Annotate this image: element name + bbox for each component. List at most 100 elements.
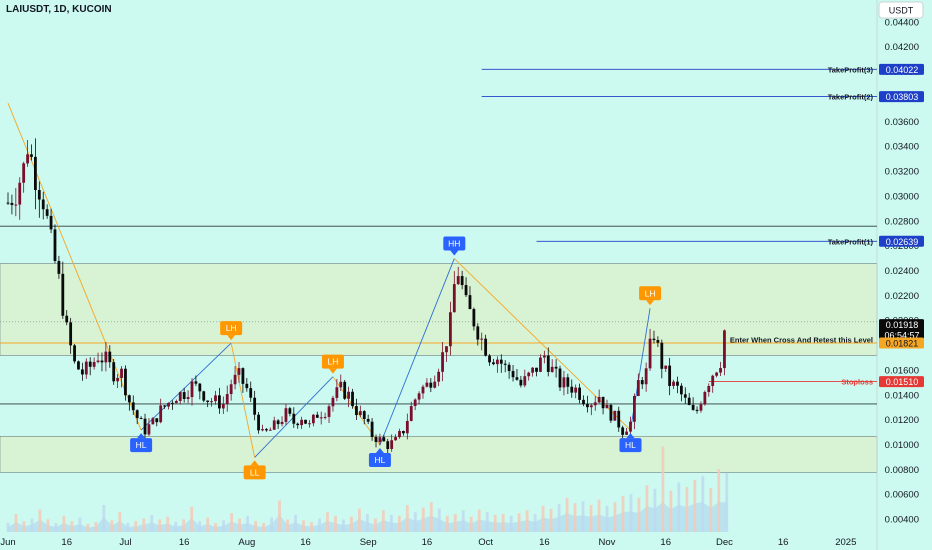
candle-body <box>210 401 213 403</box>
structure-label-text: LH <box>645 288 656 298</box>
volume-bar <box>86 523 90 532</box>
candle-body <box>683 394 687 398</box>
volume-bar <box>437 508 441 532</box>
candle-body <box>65 315 69 323</box>
y-tick-label: 0.04200 <box>885 42 919 53</box>
volume-bar <box>709 487 713 532</box>
entry-price-pill-box <box>879 337 924 349</box>
volume-bar <box>397 515 401 532</box>
candle-body <box>221 403 225 409</box>
zone-box <box>0 263 878 356</box>
structure-label-pointer <box>626 433 635 439</box>
y-tick-label: 0.00600 <box>885 490 919 501</box>
volume-bar <box>94 522 98 532</box>
candle-body <box>96 360 100 363</box>
volume-bar <box>78 517 82 532</box>
entry-level-label: Enter When Cross And Retest this Level <box>730 335 873 344</box>
y-tick-label: 0.03200 <box>885 167 919 178</box>
volume-bar <box>653 488 657 532</box>
volume-bar <box>389 514 393 532</box>
candle-body <box>417 393 421 400</box>
candle-body <box>668 365 672 386</box>
last-price-pill-countdown: 06:54:57 <box>884 331 919 341</box>
candle-body <box>495 359 499 365</box>
candle-body <box>37 190 41 200</box>
candle-body <box>574 387 578 393</box>
volume-bar <box>150 514 154 532</box>
volume-bar <box>6 523 10 532</box>
y-tick-label: 0.00400 <box>885 515 919 526</box>
y-tick-label: 0.02800 <box>885 216 919 227</box>
candle-body <box>621 427 625 435</box>
volume-bar <box>22 521 26 532</box>
take-profit-price-pill-box <box>879 235 924 247</box>
currency-button[interactable] <box>878 1 924 19</box>
structure-trend-line <box>7 102 142 431</box>
candle-body <box>445 346 448 353</box>
candle-body <box>319 417 323 419</box>
candle-body <box>116 377 120 382</box>
candle-body <box>390 440 394 450</box>
candle-body <box>155 418 159 423</box>
volume-bar <box>70 521 74 532</box>
candle-body <box>546 355 550 372</box>
take-profit-price-pill-text: 0.02639 <box>886 237 919 247</box>
stoploss-label: Stoploss <box>841 378 873 387</box>
x-tick-label: 16 <box>179 537 190 548</box>
candle-body <box>687 397 691 405</box>
candle-body <box>233 374 237 385</box>
volume-bar <box>581 501 585 532</box>
structure-label-text: HL <box>136 440 147 450</box>
candle-body <box>644 368 648 385</box>
candle-body <box>225 394 229 404</box>
candle-body <box>120 368 123 378</box>
candle-body <box>218 395 221 409</box>
candle-body <box>676 381 679 386</box>
candle-body <box>323 416 327 418</box>
candle-body <box>77 361 80 370</box>
candle-body <box>229 384 233 395</box>
volume-bar <box>701 476 705 532</box>
x-tick-label: 2025 <box>835 537 856 548</box>
candle-body <box>284 408 288 422</box>
volume-bar <box>453 514 457 532</box>
structure-label-text: LL <box>250 467 260 477</box>
volume-bar <box>302 520 305 532</box>
candle-body <box>366 418 370 422</box>
volume-bar <box>262 523 265 532</box>
volume-bar <box>373 518 377 532</box>
candle-body <box>61 273 65 316</box>
volume-bar <box>637 497 641 532</box>
volume-bar <box>350 516 353 532</box>
y-tick-label: 0.03400 <box>885 142 919 153</box>
volume-bar <box>413 512 417 532</box>
last-price-pill-text: 0.01918 <box>886 320 919 330</box>
candle-body <box>198 383 202 392</box>
volume-bar <box>326 512 329 532</box>
volume-bar <box>214 523 218 532</box>
volume-bar <box>605 505 609 532</box>
candle-body <box>570 386 574 393</box>
candle-body <box>174 400 178 404</box>
candle-body <box>186 397 190 399</box>
candle-body <box>147 424 151 435</box>
volume-bar <box>429 502 433 532</box>
candle-body <box>409 406 413 421</box>
candle-body <box>308 423 311 425</box>
candle-body <box>609 404 613 421</box>
x-tick-label: 16 <box>660 537 671 548</box>
candle-body <box>405 420 409 434</box>
symbol-label: LAIUSDT <box>6 4 49 15</box>
y-tick-label: 0.02400 <box>885 266 919 277</box>
x-tick-label: 16 <box>778 537 789 548</box>
volume-bar <box>549 508 553 532</box>
structure-label-text: LH <box>328 357 339 367</box>
x-tick-label: Jun <box>0 537 15 548</box>
y-tick-label: 0.04400 <box>885 17 919 28</box>
candle-body <box>589 405 593 408</box>
volume-bar <box>206 517 210 532</box>
candle-body <box>386 441 390 450</box>
volume-bar <box>669 490 673 532</box>
structure-label-box <box>321 354 344 369</box>
